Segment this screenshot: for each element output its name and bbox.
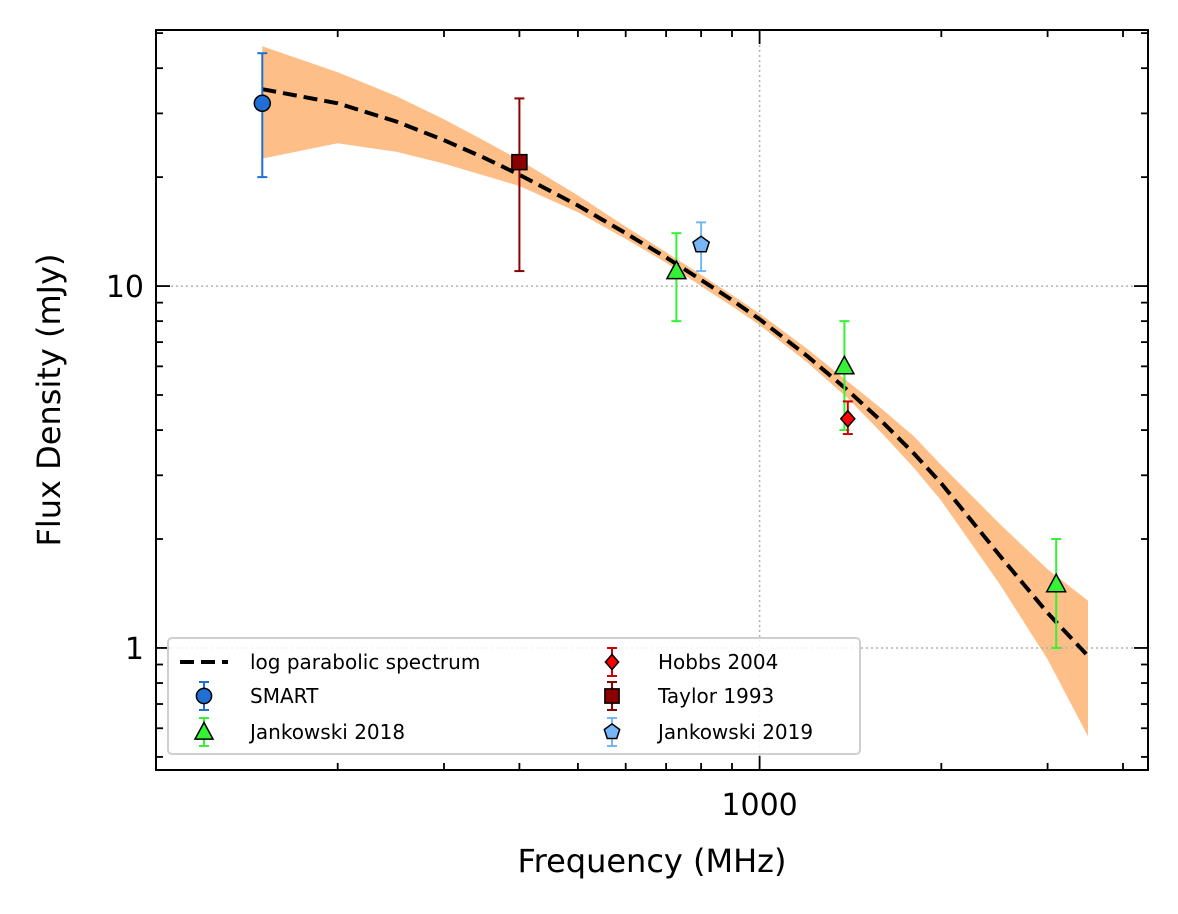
- legend-label: Taylor 1993: [657, 684, 774, 708]
- plot-frame: [155, 29, 1149, 771]
- legend-marker-square: [604, 688, 620, 704]
- y-tick-label: 1: [125, 632, 144, 667]
- data-point: [692, 221, 711, 273]
- legend-swatch: [604, 647, 620, 677]
- marker-triangle: [665, 259, 688, 280]
- data-point: [665, 232, 688, 323]
- legend-items: log parabolic spectrum SMART Jankowski 201…: [180, 647, 813, 747]
- data-point: [511, 97, 528, 273]
- legend: log parabolic spectrum SMART Jankowski 201…: [167, 637, 861, 755]
- data-point: [1045, 538, 1067, 649]
- marker-triangle: [833, 354, 856, 375]
- x-tick-label: 1000: [721, 788, 797, 823]
- model-curve-layer: [261, 87, 1090, 658]
- model-curve: [261, 87, 1090, 658]
- legend-marker-pentagon: [603, 722, 621, 740]
- legend-swatch: [193, 717, 215, 747]
- legend-box: [167, 637, 861, 755]
- legend-marker-triangle: [193, 720, 215, 740]
- legend-swatch: [195, 681, 213, 711]
- confidence-band-layer: [262, 46, 1088, 737]
- y-axis-label: Flux Density (mJy): [30, 253, 68, 546]
- x-axis-label: Frequency (MHz): [518, 842, 787, 880]
- legend-swatch: [603, 717, 621, 747]
- legend-label: Hobbs 2004: [658, 650, 778, 674]
- legend-label: Jankowski 2018: [248, 720, 405, 744]
- legend-swatch: [604, 681, 620, 711]
- marker-square: [511, 153, 528, 171]
- legend-label: log parabolic spectrum: [250, 650, 480, 674]
- marker-circle: [253, 94, 272, 113]
- marker-triangle: [1045, 572, 1067, 593]
- legend-marker-circle: [195, 687, 213, 705]
- legend-label: SMART: [250, 684, 319, 708]
- data-point: [253, 52, 272, 179]
- legend-marker-diamond: [604, 653, 620, 671]
- y-tick-label: 10: [106, 270, 144, 305]
- marker-pentagon: [692, 235, 711, 253]
- ticks-layer: [156, 30, 1148, 770]
- data-point: [839, 400, 856, 436]
- confidence-band: [262, 46, 1088, 737]
- tick-labels-layer: 1000 1 10: [106, 270, 798, 823]
- marker-diamond: [839, 409, 856, 428]
- data-points-layer: [253, 52, 1067, 649]
- legend-label: Jankowski 2019: [656, 720, 813, 744]
